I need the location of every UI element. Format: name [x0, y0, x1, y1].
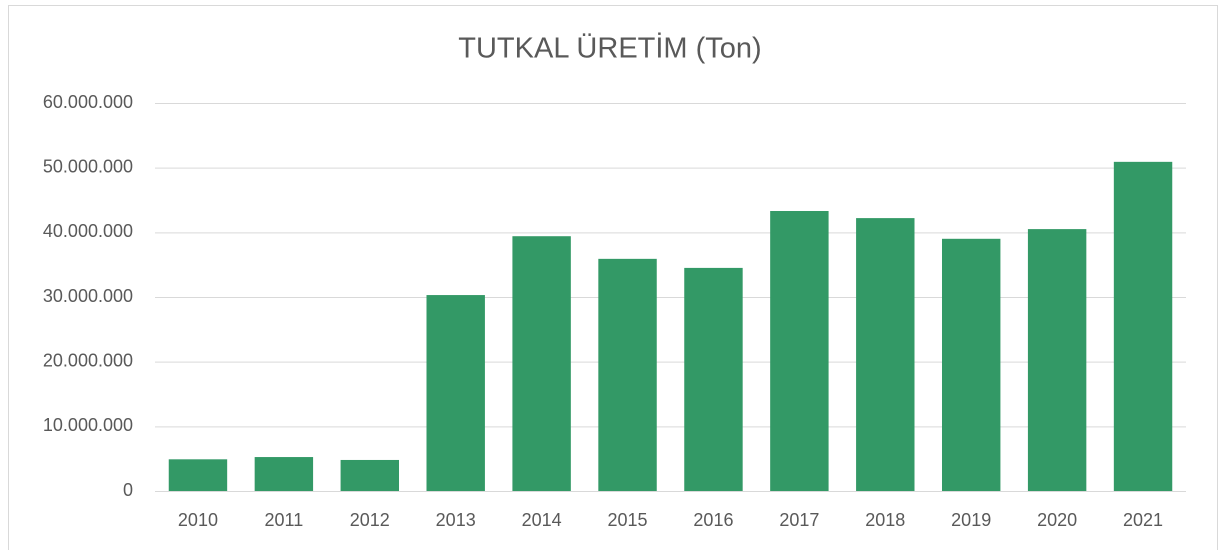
bar [1027, 229, 1087, 491]
y-tick-label: 0 [123, 480, 133, 500]
x-tick-label: 2019 [951, 510, 991, 530]
y-tick-label: 50.000.000 [43, 156, 133, 176]
bar [941, 238, 1001, 491]
bar [598, 258, 657, 491]
y-tick-label: 60.000.000 [43, 92, 133, 112]
bar [770, 210, 829, 491]
bar [168, 459, 228, 491]
bar [254, 457, 314, 491]
bar [512, 236, 571, 491]
x-tick-label: 2015 [608, 510, 648, 530]
x-tick-label: 2012 [350, 510, 390, 530]
y-tick-label: 40.000.000 [43, 221, 133, 241]
x-tick-label: 2021 [1123, 510, 1163, 530]
x-tick-label: 2018 [865, 510, 905, 530]
x-tick-label: 2010 [178, 510, 218, 530]
x-tick-label: 2014 [522, 510, 562, 530]
x-tick-label: 2020 [1037, 510, 1077, 530]
bar [340, 459, 400, 491]
x-tick-label: 2017 [779, 510, 819, 530]
bar [426, 295, 485, 491]
bar [1113, 161, 1173, 491]
chart-title: TUTKAL ÜRETİM (Ton) [458, 32, 761, 65]
bar [684, 267, 743, 491]
x-tick-label: 2016 [693, 510, 733, 530]
y-tick-label: 30.000.000 [43, 286, 133, 306]
x-tick-label: 2011 [265, 510, 304, 530]
x-tick-label: 2013 [436, 510, 476, 530]
y-tick-label: 10.000.000 [43, 415, 133, 435]
bar [856, 218, 915, 491]
y-tick-label: 20.000.000 [43, 350, 133, 370]
